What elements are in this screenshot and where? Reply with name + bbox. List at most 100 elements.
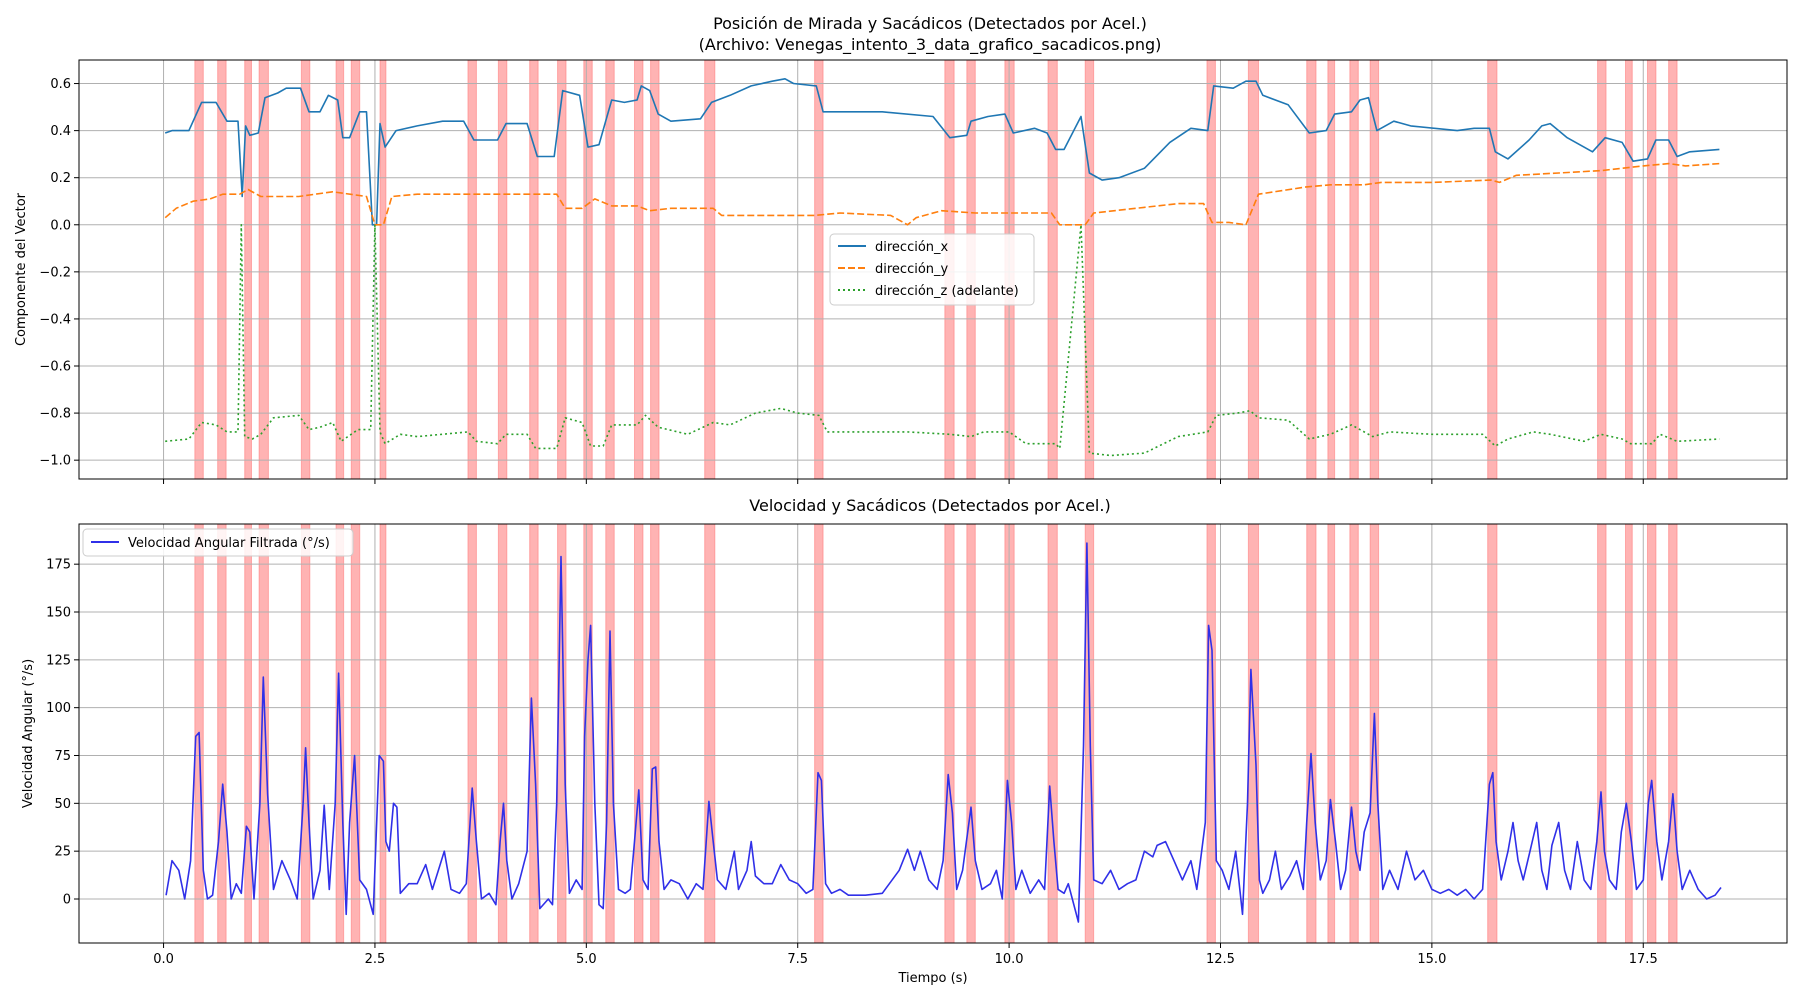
saccade-band bbox=[1668, 523, 1678, 944]
saccade-band bbox=[300, 59, 311, 480]
x-tick-label: 10.0 bbox=[995, 952, 1024, 967]
series-line-direccion-z-adelante bbox=[165, 224, 1720, 457]
saccade-band bbox=[704, 59, 716, 480]
y-tick-label: −0.4 bbox=[39, 312, 71, 327]
y-tick-label: −1.0 bbox=[39, 454, 71, 469]
saccade-band bbox=[1327, 59, 1336, 480]
saccade-band bbox=[1487, 59, 1498, 480]
y-tick-label: 100 bbox=[46, 701, 71, 716]
saccade-band bbox=[497, 59, 508, 480]
legend-label-direccion-z: dirección_z (adelante) bbox=[875, 284, 1019, 299]
saccade-band bbox=[335, 59, 345, 480]
saccade-band bbox=[244, 523, 252, 944]
saccade-band bbox=[529, 59, 539, 480]
legend-label-direccion-y: dirección_y bbox=[875, 262, 949, 277]
saccade-band bbox=[814, 59, 824, 480]
x-tick-label: 0.0 bbox=[153, 952, 174, 967]
saccade-band bbox=[605, 523, 615, 944]
top-y-axis-label: Componente del Vector bbox=[14, 192, 29, 346]
saccade-band bbox=[244, 59, 252, 480]
saccade-band bbox=[1625, 59, 1633, 480]
saccade-band bbox=[605, 59, 615, 480]
legend-label-direccion-x: dirección_x bbox=[875, 240, 949, 255]
saccade-band bbox=[1084, 59, 1095, 480]
y-tick-label: 0.2 bbox=[50, 171, 71, 186]
saccade-band bbox=[650, 523, 660, 944]
top-legend-box bbox=[829, 233, 1035, 306]
saccade-band bbox=[217, 523, 227, 944]
top-plot-frame bbox=[78, 59, 1788, 480]
y-tick-label: 75 bbox=[54, 749, 71, 764]
saccade-band bbox=[467, 59, 477, 480]
bottom-legend: Velocidad Angular Filtrada (°/s) bbox=[82, 528, 354, 557]
saccade-band bbox=[814, 523, 824, 944]
bottom-plot: Velocidad y Sacádicos (Detectados por Ac… bbox=[21, 496, 1788, 986]
saccade-band bbox=[1646, 523, 1657, 944]
x-tick-label: 12.5 bbox=[1206, 952, 1235, 967]
top-x-ticks bbox=[163, 479, 1644, 484]
saccade-band bbox=[194, 59, 204, 480]
series-line-direccion-y bbox=[164, 162, 1720, 226]
saccade-band bbox=[1625, 523, 1633, 944]
bottom-y-ticks: 175 150 125 100 75 50 25 0 bbox=[46, 558, 79, 907]
bottom-grid bbox=[79, 524, 1787, 943]
saccade-band bbox=[497, 523, 508, 944]
top-plot-subtitle: (Archivo: Venegas_intento_3_data_grafico… bbox=[699, 35, 1162, 55]
top-legend: dirección_x dirección_y dirección_z (ade… bbox=[829, 233, 1035, 306]
saccade-band bbox=[1327, 523, 1336, 944]
y-tick-label: 50 bbox=[54, 797, 71, 812]
saccade-band bbox=[1306, 523, 1317, 944]
y-tick-label: 125 bbox=[46, 653, 71, 668]
saccade-band bbox=[1597, 523, 1607, 944]
saccade-band bbox=[1047, 59, 1058, 480]
legend-label-velocidad: Velocidad Angular Filtrada (°/s) bbox=[128, 536, 330, 551]
y-tick-label: 175 bbox=[46, 558, 71, 573]
saccade-band bbox=[300, 523, 311, 944]
x-axis-label: Tiempo (s) bbox=[897, 971, 967, 986]
saccade-band bbox=[1668, 59, 1678, 480]
saccade-band bbox=[1047, 523, 1058, 944]
saccade-band bbox=[1349, 523, 1359, 944]
x-tick-label: 17.5 bbox=[1629, 952, 1658, 967]
top-plot-title: Posición de Mirada y Sacádicos (Detectad… bbox=[713, 14, 1147, 33]
saccade-band bbox=[1597, 59, 1607, 480]
series-line-direccion-x bbox=[164, 78, 1720, 226]
top-y-ticks: 0.6 0.4 0.2 0.0 −0.2 −0.4 −0.6 −0.8 −1.0 bbox=[39, 77, 79, 469]
bottom-plot-title: Velocidad y Sacádicos (Detectados por Ac… bbox=[749, 496, 1110, 515]
saccade-band bbox=[650, 59, 660, 480]
saccade-band bbox=[704, 523, 716, 944]
saccade-band bbox=[1306, 59, 1317, 480]
bottom-plot-frame bbox=[78, 523, 1788, 944]
saccade-band bbox=[944, 523, 955, 944]
x-tick-label: 5.0 bbox=[576, 952, 597, 967]
x-tick-label: 15.0 bbox=[1417, 952, 1446, 967]
saccade-band bbox=[966, 523, 976, 944]
y-tick-label: 0.0 bbox=[50, 218, 71, 233]
series-line-velocidad-angular-filtrada-s bbox=[165, 542, 1722, 923]
saccade-band bbox=[350, 523, 361, 944]
saccade-band bbox=[1349, 59, 1359, 480]
top-plot: Posición de Mirada y Sacádicos (Detectad… bbox=[14, 14, 1788, 484]
y-tick-label: 25 bbox=[54, 845, 71, 860]
saccade-band bbox=[379, 59, 387, 480]
y-tick-label: 150 bbox=[46, 606, 71, 621]
y-tick-label: −0.6 bbox=[39, 360, 71, 375]
y-tick-label: 0.6 bbox=[50, 77, 71, 92]
bottom-x-ticks: 0.0 2.5 5.0 7.5 10.0 12.5 15.0 17.5 bbox=[153, 943, 1658, 967]
y-tick-label: 0 bbox=[63, 892, 71, 907]
bottom-y-axis-label: Velocidad Angular (°/s) bbox=[21, 659, 36, 808]
saccade-band bbox=[467, 523, 477, 944]
y-tick-label: −0.8 bbox=[39, 407, 71, 422]
saccade-band bbox=[258, 523, 269, 944]
bottom-series-lines bbox=[165, 542, 1722, 923]
saccade-band bbox=[1646, 59, 1657, 480]
x-tick-label: 7.5 bbox=[787, 952, 808, 967]
bottom-legend-box bbox=[82, 528, 354, 557]
saccade-band bbox=[1487, 523, 1498, 944]
x-tick-label: 2.5 bbox=[365, 952, 386, 967]
saccade-band bbox=[379, 523, 387, 944]
saccade-band bbox=[217, 59, 227, 480]
saccade-band bbox=[583, 59, 593, 480]
